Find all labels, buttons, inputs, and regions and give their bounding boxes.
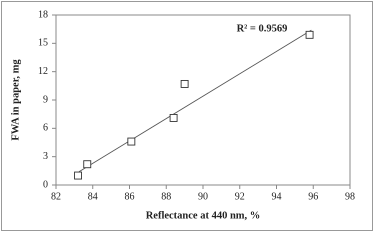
x-tick-label: 92	[235, 191, 245, 202]
x-tick-label: 82	[51, 191, 61, 202]
y-tick-label: 0	[43, 179, 48, 190]
x-axis-label: Reflectance at 440 nm, %	[146, 210, 261, 221]
x-tick-label: 96	[308, 191, 318, 202]
point	[305, 30, 314, 39]
x-tick-label: 86	[125, 191, 135, 202]
point	[74, 171, 83, 180]
plot-area	[55, 14, 351, 186]
x-tick-label: 84	[88, 191, 98, 202]
point	[169, 113, 178, 122]
y-tick-label: 18	[38, 9, 48, 20]
y-tick-label: 3	[43, 151, 48, 162]
point	[83, 160, 92, 169]
y-tick-label: 9	[43, 94, 48, 105]
x-tick-label: 98	[345, 191, 355, 202]
annotation: R² = 0.9569	[237, 23, 288, 34]
point	[180, 79, 189, 88]
point	[127, 137, 136, 146]
y-axis-label: FWA in paper, mg	[10, 59, 21, 141]
x-tick-label: 88	[161, 191, 171, 202]
x-tick-label: 90	[198, 191, 208, 202]
x-tick-label: 94	[272, 191, 282, 202]
y-tick-label: 15	[38, 38, 48, 49]
trendline	[78, 29, 312, 173]
chart: Reflectance at 440 nm, % FWA in paper, m…	[1, 1, 373, 231]
y-tick-label: 6	[43, 123, 48, 134]
y-tick-label: 12	[38, 66, 48, 77]
